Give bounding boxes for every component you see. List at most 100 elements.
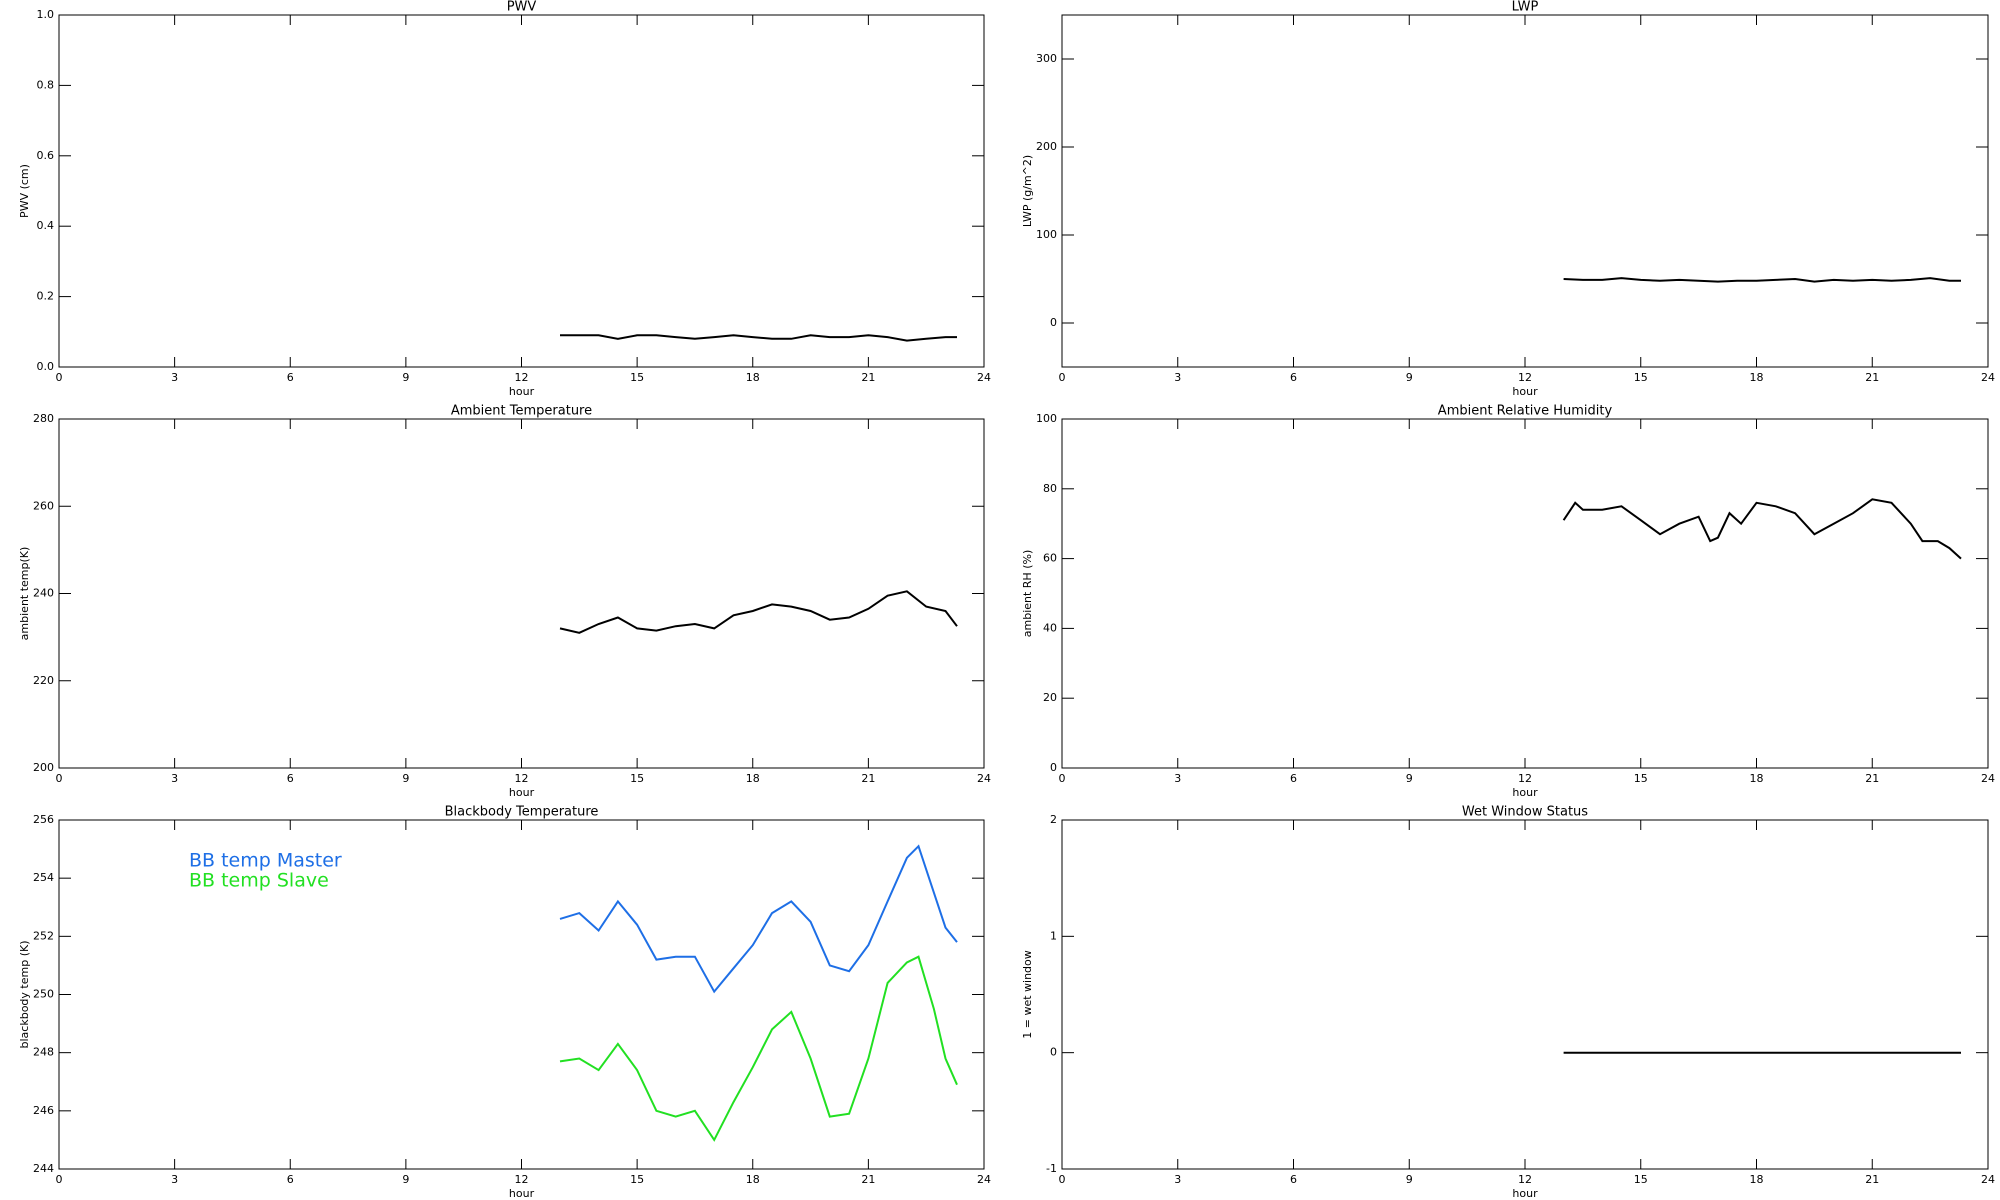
x-tick-label: 3	[171, 371, 178, 384]
y-tick-label: 200	[33, 761, 54, 774]
x-tick-label: 21	[861, 371, 875, 384]
data-line	[560, 334, 957, 342]
x-axis-label: hour	[1512, 385, 1538, 398]
plot-frame	[58, 418, 985, 769]
x-tick-label: 9	[402, 371, 409, 384]
x-tick-label: 9	[1406, 1173, 1413, 1186]
x-axis-label: hour	[509, 1187, 535, 1200]
x-tick-label: 24	[1981, 772, 1995, 785]
y-tick-label: 248	[33, 1046, 54, 1059]
x-tick-label: 3	[1174, 371, 1181, 384]
y-axis-label: blackbody temp (K)	[18, 941, 31, 1049]
y-tick-label: 100	[1036, 228, 1057, 241]
x-tick-label: 24	[977, 772, 991, 785]
plot-frame	[58, 14, 985, 368]
y-tick-label: 252	[33, 929, 54, 942]
y-tick-label: 280	[33, 412, 54, 425]
x-tick-label: 0	[56, 772, 63, 785]
x-tick-label: 12	[1518, 1173, 1532, 1186]
x-tick-label: 15	[1634, 772, 1648, 785]
x-tick-label: 6	[1290, 772, 1297, 785]
y-axis-label: 1 = wet window	[1021, 950, 1034, 1039]
x-tick-label: 3	[1174, 1173, 1181, 1186]
y-tick-label: 1.0	[37, 8, 55, 21]
y-tick-label: 244	[33, 1162, 54, 1175]
x-tick-label: 18	[746, 772, 760, 785]
y-tick-label: 0.6	[37, 149, 55, 162]
y-tick-label: 200	[1036, 140, 1057, 153]
x-axis-label: hour	[509, 385, 535, 398]
y-tick-label: 250	[33, 988, 54, 1001]
data-line	[1563, 277, 1961, 283]
y-tick-label: 0	[1050, 761, 1057, 774]
x-tick-label: 15	[630, 1173, 644, 1186]
chart-title: LWP	[1512, 0, 1539, 15]
x-axis-label: hour	[509, 786, 535, 799]
y-tick-label: 80	[1043, 482, 1057, 495]
x-tick-label: 12	[515, 772, 529, 785]
x-tick-label: 12	[1518, 772, 1532, 785]
y-axis-label: ambient temp(K)	[18, 547, 31, 641]
x-tick-label: 15	[630, 371, 644, 384]
x-tick-label: 21	[1865, 371, 1879, 384]
x-tick-label: 12	[515, 1173, 529, 1186]
x-tick-label: 6	[287, 1173, 294, 1186]
x-tick-label: 3	[1174, 772, 1181, 785]
y-axis-label: PWV (cm)	[18, 164, 31, 218]
y-tick-label: 240	[33, 587, 54, 600]
data-line	[559, 590, 958, 634]
y-tick-label: 60	[1043, 552, 1057, 565]
x-tick-label: 24	[1981, 1173, 1995, 1186]
plot-frame	[1061, 418, 1989, 769]
x-tick-label: 6	[1290, 1173, 1297, 1186]
data-line	[1562, 498, 1962, 560]
data-line	[559, 955, 958, 1142]
x-tick-label: 18	[746, 1173, 760, 1186]
plot-frame	[1061, 819, 1989, 1170]
y-tick-label: 0.8	[37, 78, 55, 91]
chart-title: Ambient Relative Humidity	[1438, 404, 1613, 419]
y-tick-label: 0	[1050, 1046, 1057, 1059]
x-tick-label: 12	[515, 371, 529, 384]
x-tick-label: 18	[746, 371, 760, 384]
x-tick-label: 0	[56, 1173, 63, 1186]
x-tick-label: 15	[1634, 1173, 1648, 1186]
x-tick-label: 9	[402, 1173, 409, 1186]
data-line	[559, 844, 958, 994]
x-tick-label: 15	[630, 772, 644, 785]
y-tick-label: 300	[1036, 52, 1057, 65]
x-tick-label: 3	[171, 772, 178, 785]
y-tick-label: 256	[33, 813, 54, 826]
x-tick-label: 12	[1518, 371, 1532, 384]
y-tick-label: 246	[33, 1104, 54, 1117]
y-axis-label: ambient RH (%)	[1021, 550, 1034, 638]
x-tick-label: 15	[1634, 371, 1648, 384]
x-tick-label: 21	[861, 1173, 875, 1186]
x-tick-label: 0	[1059, 371, 1066, 384]
x-axis-label: hour	[1512, 1187, 1538, 1200]
chart-title: Blackbody Temperature	[445, 805, 599, 820]
y-tick-label: 0.4	[37, 219, 55, 232]
x-tick-label: 24	[977, 371, 991, 384]
x-tick-label: 18	[1750, 371, 1764, 384]
y-tick-label: 40	[1043, 621, 1057, 634]
y-tick-label: 2	[1050, 813, 1057, 826]
x-tick-label: 9	[402, 772, 409, 785]
y-tick-label: 20	[1043, 691, 1057, 704]
y-tick-label: 0.0	[37, 360, 55, 373]
x-tick-label: 0	[56, 371, 63, 384]
x-tick-label: 9	[1406, 371, 1413, 384]
x-tick-label: 0	[1059, 1173, 1066, 1186]
y-tick-label: 100	[1036, 412, 1057, 425]
y-tick-label: 254	[33, 871, 54, 884]
x-tick-label: 6	[287, 772, 294, 785]
x-tick-label: 6	[1290, 371, 1297, 384]
y-tick-label: 220	[33, 674, 54, 687]
x-tick-label: 6	[287, 371, 294, 384]
x-tick-label: 21	[861, 772, 875, 785]
x-axis-label: hour	[1512, 786, 1538, 799]
legend-entry: BB temp Slave	[189, 870, 329, 892]
chart-title: Ambient Temperature	[451, 404, 592, 419]
x-tick-label: 18	[1750, 1173, 1764, 1186]
x-tick-label: 21	[1865, 1173, 1879, 1186]
